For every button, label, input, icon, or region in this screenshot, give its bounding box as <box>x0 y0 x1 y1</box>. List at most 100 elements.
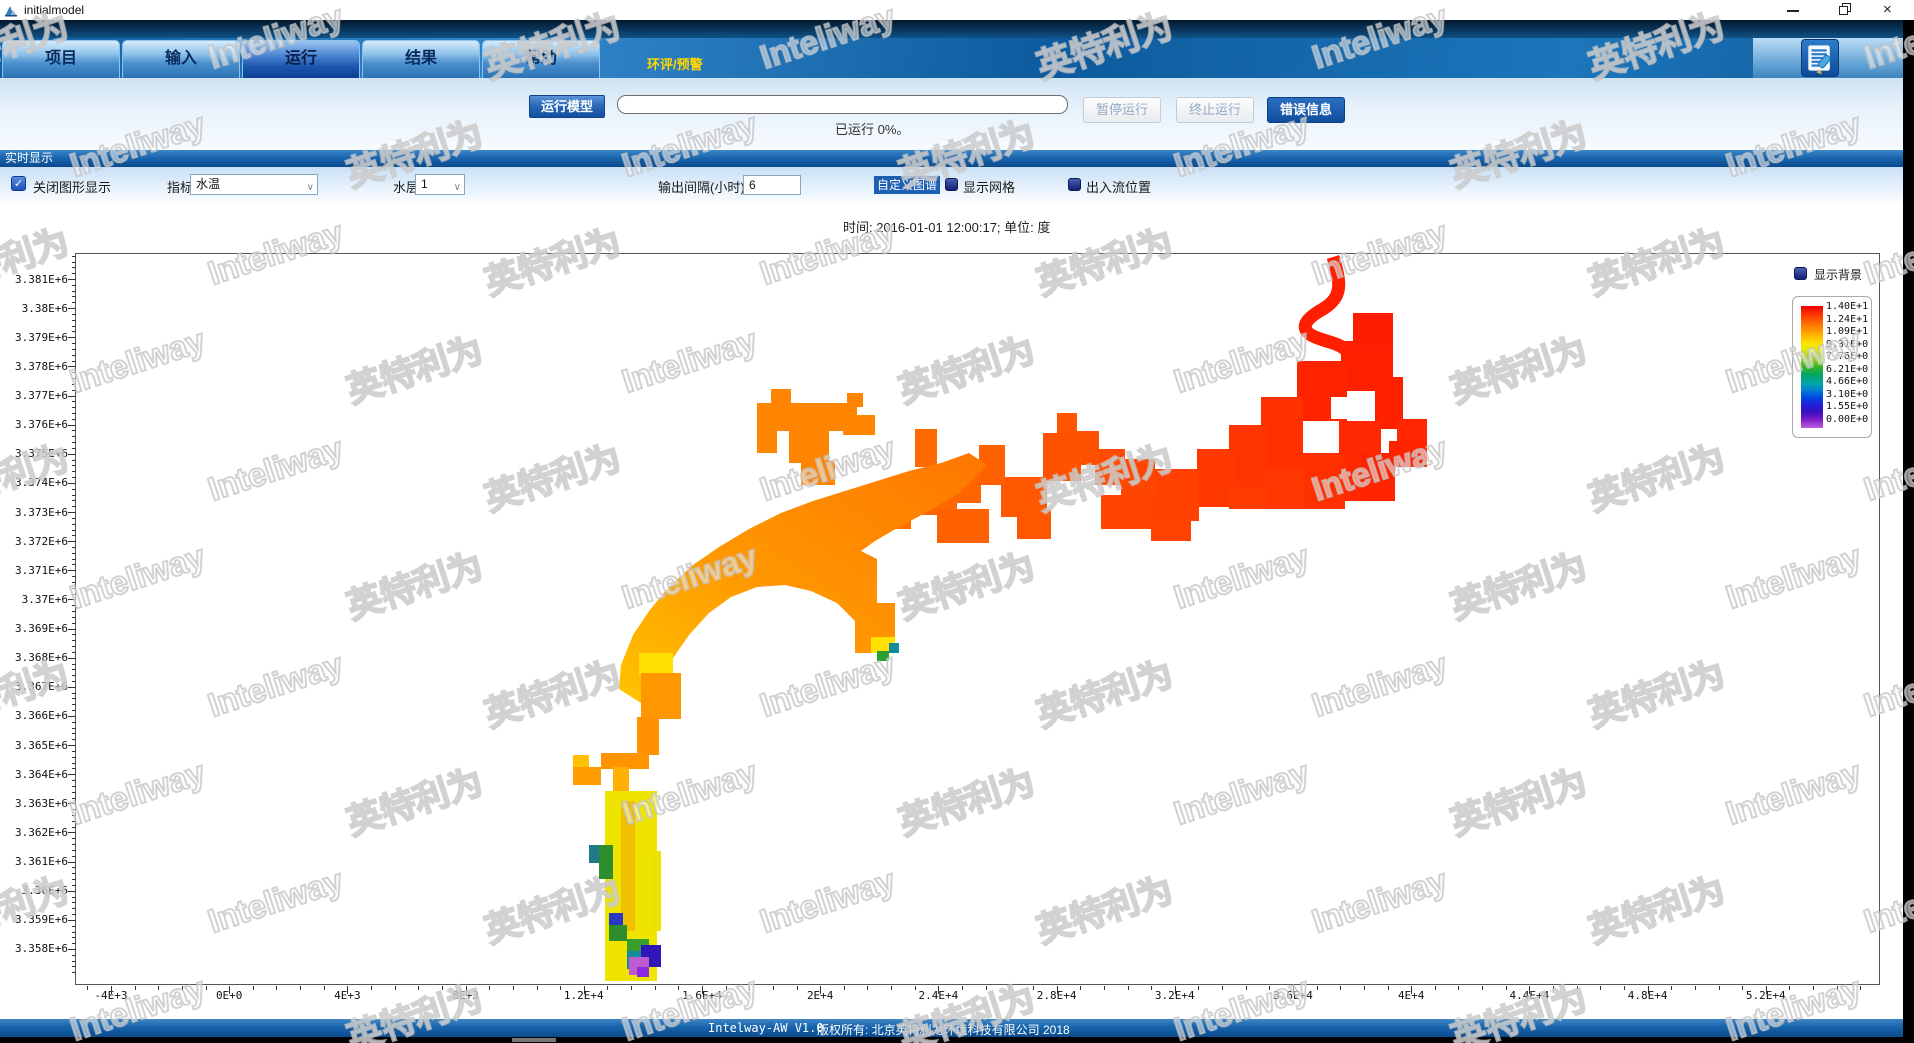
x-tick-label: 2E+4 <box>806 989 834 1002</box>
custom-colormap-button[interactable]: 自定义图谱 <box>874 176 941 194</box>
pause-run-button[interactable]: 暂停运行 <box>1083 97 1161 123</box>
y-tick-mark <box>72 407 76 409</box>
color-scale-legend: 1.40E+1 1.24E+1 1.09E+1 9.31E+0 7.76E+0 6.21E… <box>1792 296 1872 438</box>
show-grid-checkbox[interactable] <box>945 178 958 191</box>
y-tick-mark <box>72 931 76 933</box>
y-tick-mark <box>72 576 76 578</box>
y-tick-mark <box>68 424 76 426</box>
y-tick-mark <box>72 500 76 502</box>
tab-输入[interactable]: 输入 <box>122 40 240 78</box>
y-tick-mark <box>68 948 76 950</box>
x-tick-mark <box>1671 986 1673 990</box>
y-tick-mark <box>72 844 76 846</box>
y-tick-mark <box>68 715 76 717</box>
x-tick-mark <box>607 986 609 990</box>
x-tick-mark <box>323 986 325 990</box>
y-tick-mark <box>72 739 76 741</box>
x-tick-mark <box>1600 986 1602 990</box>
realtime-section-header: 实时显示 <box>0 150 1914 167</box>
y-tick-mark <box>72 354 76 356</box>
x-tick-mark <box>938 986 940 994</box>
app-version-text: Intelway-AW V1.0 <box>708 1021 824 1035</box>
x-tick-mark <box>1742 986 1744 990</box>
y-tick-mark <box>72 896 76 898</box>
y-tick-mark <box>72 669 76 671</box>
show-grid-label: 显示网格 <box>963 180 1016 195</box>
y-tick-label: 3.381E+6 <box>15 272 68 286</box>
restore-button[interactable] <box>1828 2 1858 18</box>
y-tick-mark <box>72 692 76 694</box>
y-tick-mark <box>68 453 76 455</box>
inout-flow-label: 出入流位置 <box>1086 180 1152 195</box>
y-tick-mark <box>72 383 76 385</box>
close-graphics-label: 关闭图形显示 <box>33 180 112 195</box>
y-tick-mark <box>72 360 76 362</box>
tab-帮助[interactable]: 帮助 <box>482 40 600 78</box>
y-tick-mark <box>72 826 76 828</box>
y-tick-mark <box>72 925 76 927</box>
y-tick-label: 3.366E+6 <box>15 709 68 723</box>
y-tick-mark <box>68 541 76 543</box>
watermark-text: 英特利为 <box>0 869 75 951</box>
inout-flow-checkbox[interactable] <box>1068 178 1081 191</box>
y-tick-mark <box>68 337 76 339</box>
x-tick-mark <box>631 986 633 990</box>
tab-项目[interactable]: 项目 <box>2 40 120 78</box>
legend-value: 6.21E+0 <box>1826 363 1869 375</box>
y-tick-mark <box>72 302 76 304</box>
y-tick-mark <box>72 855 76 857</box>
x-tick-mark <box>560 986 562 990</box>
error-info-button[interactable]: 错误信息 <box>1267 97 1345 123</box>
x-tick-mark <box>181 986 183 990</box>
x-tick-mark <box>1458 986 1460 990</box>
stop-run-button[interactable]: 终止运行 <box>1176 97 1254 123</box>
legend-value: 7.76E+0 <box>1826 351 1869 363</box>
y-tick-mark <box>68 308 76 310</box>
layer-value: 1 <box>421 177 428 191</box>
legend-value: 3.10E+0 <box>1826 388 1869 400</box>
x-tick-mark <box>489 986 491 990</box>
y-tick-mark <box>68 657 76 659</box>
x-tick-label: 2.8E+4 <box>1036 989 1077 1002</box>
y-tick-mark <box>72 809 76 811</box>
x-tick-mark <box>1553 986 1555 990</box>
close-button[interactable]: × <box>1883 1 1892 18</box>
y-tick-mark <box>72 313 76 315</box>
y-tick-mark <box>68 628 76 630</box>
legend-value: 4.66E+0 <box>1826 376 1869 388</box>
output-interval-input[interactable]: 6 <box>743 175 801 195</box>
y-tick-mark <box>72 943 76 945</box>
tab-运行[interactable]: 运行 <box>242 40 360 78</box>
x-tick-mark <box>536 986 538 990</box>
indicator-label: 指标 <box>167 180 194 195</box>
x-tick-mark <box>1789 986 1791 990</box>
y-tick-label: 3.379E+6 <box>15 330 68 344</box>
show-background-checkbox[interactable] <box>1794 267 1807 280</box>
minimize-button[interactable] <box>1778 2 1808 18</box>
y-tick-mark <box>72 768 76 770</box>
close-graphics-checkbox[interactable]: ✓ <box>11 176 26 191</box>
report-document-icon[interactable] <box>1801 39 1839 77</box>
y-tick-mark <box>72 442 76 444</box>
y-tick-label: 3.371E+6 <box>15 563 68 577</box>
y-tick-mark <box>72 698 76 700</box>
y-tick-mark <box>72 348 76 350</box>
x-tick-mark <box>1434 986 1436 990</box>
indicator-dropdown[interactable]: 水温 ∨ <box>190 174 318 195</box>
x-tick-mark <box>843 986 845 990</box>
chart-time-caption: 时间: 2016-01-01 12:00:17; 单位: 度 <box>843 220 1051 235</box>
y-tick-mark <box>72 884 76 886</box>
x-tick-mark <box>1482 986 1484 990</box>
y-tick-mark <box>72 785 76 787</box>
y-tick-label: 3.372E+6 <box>15 534 68 548</box>
app-icon <box>5 6 17 17</box>
y-tick-mark <box>72 459 76 461</box>
layer-dropdown[interactable]: 1 ∨ <box>415 174 465 195</box>
run-model-button[interactable]: 运行模型 <box>529 95 605 118</box>
x-tick-mark <box>1576 986 1578 990</box>
y-tick-mark <box>68 890 76 892</box>
x-tick-mark <box>962 986 964 990</box>
copyright-text: 版权所有: 北京英特利为环境科技有限公司 2018 <box>817 1023 1070 1037</box>
tab-结果[interactable]: 结果 <box>362 40 480 78</box>
y-tick-mark <box>72 546 76 548</box>
